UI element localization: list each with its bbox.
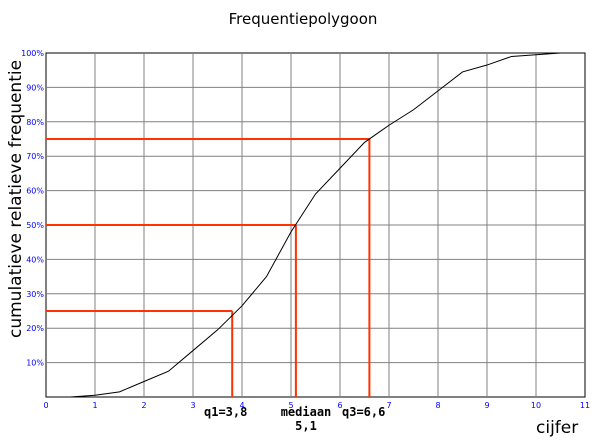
median-label: mediaan 5,1: [278, 405, 334, 433]
y-tick-label: 20%: [26, 324, 44, 333]
x-tick-label: 0: [43, 401, 48, 410]
x-tick-label: 7: [386, 401, 391, 410]
y-tick-label: 10%: [26, 359, 44, 368]
axis-ticks: 0 1 2 3 4 5 6 7 8 9 10 11 10% 20% 30% 40% 50% 60% 70% 80% 90…: [21, 49, 590, 410]
y-tick-label: 50%: [26, 221, 44, 230]
x-tick-label: 5: [288, 401, 293, 410]
x-tick-label: 9: [484, 401, 489, 410]
median-label-line2: 5,1: [295, 419, 317, 433]
q1-label: q1=3,8: [204, 405, 248, 419]
chart-title: Frequentiepolygoon: [228, 10, 378, 28]
x-tick-label: 4: [239, 401, 244, 410]
x-tick-label: 3: [190, 401, 195, 410]
y-tick-label: 70%: [26, 152, 44, 161]
y-tick-label: 90%: [26, 83, 44, 92]
cumulative-frequency-line: [70, 52, 561, 398]
y-tick-label: 80%: [26, 118, 44, 127]
x-tick-label: 10: [531, 401, 541, 410]
q3-label: q3=6,6: [342, 405, 386, 419]
x-tick-label: 1: [92, 401, 97, 410]
curve: [70, 52, 561, 398]
y-tick-label: 100%: [21, 49, 44, 58]
x-tick-label: 2: [141, 401, 146, 410]
x-tick-label: 6: [337, 401, 342, 410]
median-label-line1: mediaan: [280, 405, 332, 419]
x-tick-label: 11: [580, 401, 590, 410]
x-tick-label: 8: [435, 401, 440, 410]
y-tick-label: 60%: [26, 187, 44, 196]
y-tick-label: 30%: [26, 290, 44, 299]
quartile-lines: [46, 138, 371, 397]
x-axis-label: cijfer: [536, 418, 579, 438]
grid: [45, 52, 586, 398]
y-tick-label: 40%: [26, 255, 44, 264]
